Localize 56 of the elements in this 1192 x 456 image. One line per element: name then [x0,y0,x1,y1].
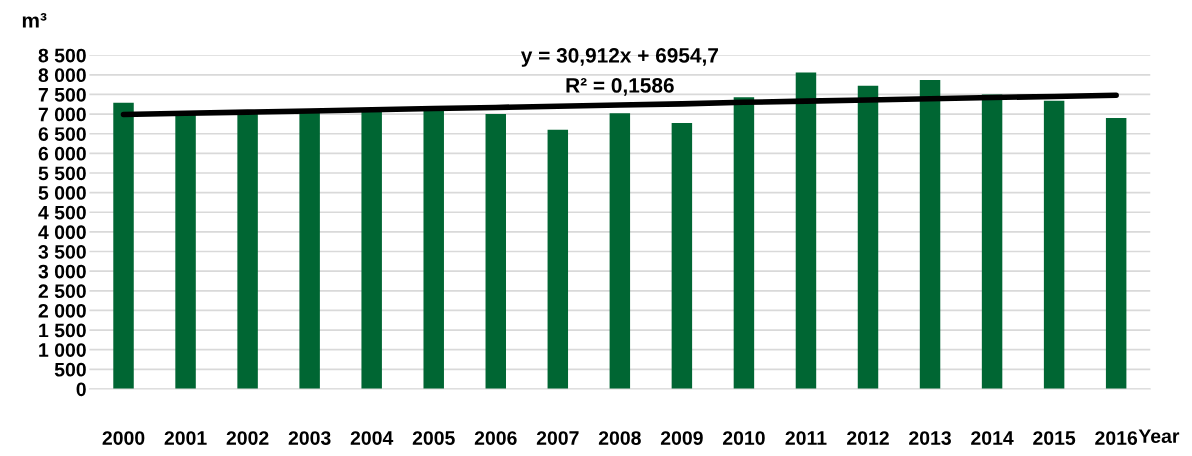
x-tick-label: 2016 [1095,431,1138,445]
bar [237,112,258,389]
y-axis-title: m³ [22,13,47,28]
x-tick-label: 2002 [226,431,269,445]
bar [795,72,817,389]
y-tick-label: 1 000 [39,343,86,357]
x-tick-label: 2004 [350,431,394,445]
bar [485,114,506,389]
y-tick-label: 6 000 [38,146,86,161]
y-tick-label: 1 500 [39,323,86,338]
y-tick-label: 2 500 [38,284,86,299]
annotation: y = 30,912x + 6954,7 [520,47,718,67]
bar [175,114,196,389]
x-tick-label: 2008 [598,431,641,445]
bar [299,111,320,389]
y-tick-label: 6 500 [38,127,86,141]
bar [423,109,444,389]
bar [1105,118,1127,389]
x-tick-label: 2014 [971,431,1014,445]
annotation: R² = 0,1586 [566,78,674,96]
bar [609,113,631,389]
x-tick-label: 2015 [1033,431,1076,445]
y-tick-label: 5 000 [38,186,86,200]
x-tick-label: 2011 [785,431,827,445]
x-tick-label: 2006 [474,431,517,445]
y-tick-label: 4 000 [38,225,86,240]
x-axis-title: Year [1138,429,1180,444]
y-tick-label: 5 500 [38,166,86,181]
bar [1043,100,1065,389]
y-tick-label: 7 000 [38,107,86,122]
y-tick-label: 3 500 [38,244,86,259]
y-tick-label: 0 [76,382,86,397]
bar [857,85,879,389]
y-tick-label: 2 000 [38,303,86,318]
y-tick-label: 500 [54,362,86,377]
x-tick-label: 2013 [909,431,951,445]
x-tick-label: 2010 [722,431,765,445]
bar [733,97,755,389]
bar [547,129,569,389]
bar [981,94,1003,389]
x-tick-label: 2003 [288,431,331,445]
x-tick-label: 2012 [847,431,889,445]
x-tick-label: 2001 [164,431,207,445]
y-tick-label: 8 500 [38,48,86,63]
y-tick-label: 8 000 [38,68,86,83]
y-tick-label: 3 000 [38,264,86,279]
x-tick-label: 2007 [536,431,579,445]
bar [361,110,382,389]
bar [919,79,941,389]
x-tick-label: 2005 [412,431,455,445]
y-tick-label: 4 500 [38,205,86,220]
x-tick-label: 2009 [660,431,703,445]
bar [671,123,693,389]
y-tick-label: 7 500 [38,87,86,102]
x-tick-label: 2000 [102,431,145,445]
bar [113,102,134,389]
